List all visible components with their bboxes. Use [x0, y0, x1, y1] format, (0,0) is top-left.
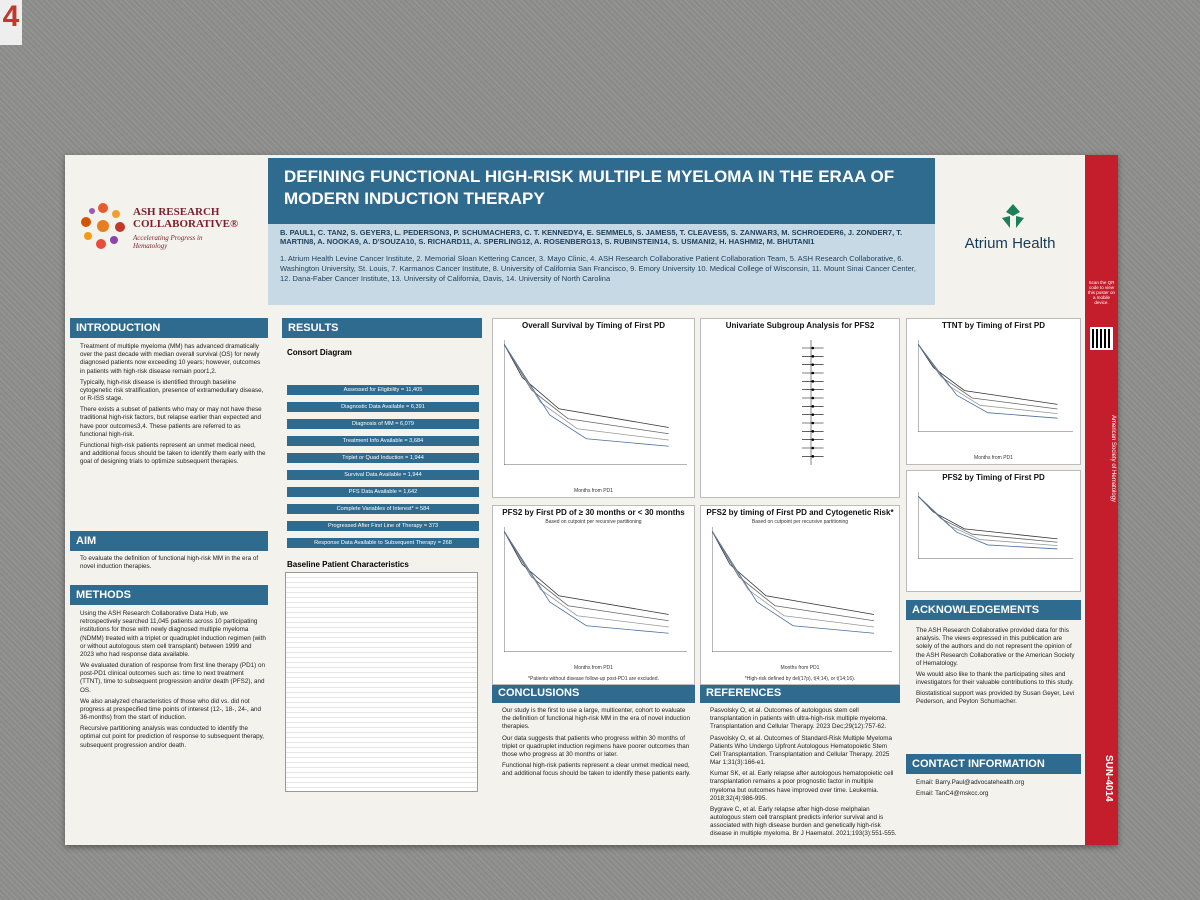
- chart-subtitle: Based on cutpoint per recursive partitio…: [545, 519, 642, 525]
- chart-panel: [492, 318, 695, 498]
- section-heading: AIM: [70, 531, 268, 551]
- bullet: We would also like to thank the particip…: [916, 671, 1079, 687]
- consort-box: Response Data Available to Subsequent Th…: [287, 538, 479, 548]
- chart-note: *High-risk defined by del(17p), t(4;14),…: [744, 676, 856, 682]
- bullet: Bygrave C, et al. Early relapse after hi…: [710, 806, 898, 839]
- chart-title: PFS2 by Timing of First PD: [942, 473, 1045, 482]
- consort-box: Treatment Info Available = 3,684: [287, 436, 479, 446]
- section-text: To evaluate the definition of functional…: [72, 555, 266, 583]
- chart-panel: [492, 505, 695, 685]
- plot-area: [712, 527, 892, 652]
- bullet: Using the ASH Research Collaborative Dat…: [80, 610, 266, 659]
- bullet: The ASH Research Collaborative provided …: [916, 627, 1079, 668]
- section-heading: REFERENCES: [700, 683, 900, 703]
- section-heading: CONCLUSIONS: [492, 683, 695, 703]
- bullet: Functional high-risk patients represent …: [502, 762, 693, 778]
- chart-title: TTNT by Timing of First PD: [942, 321, 1045, 330]
- baseline-table: [285, 572, 478, 792]
- section-heading: CONTACT INFORMATION: [906, 754, 1081, 774]
- x-axis-label: Months from PD1: [780, 665, 820, 671]
- plot-area: [918, 492, 1073, 559]
- partner-name: Atrium Health: [964, 235, 1056, 252]
- consort-box: Progressed After First Line of Therapy =…: [287, 521, 479, 531]
- qr-code: [1090, 327, 1113, 350]
- corner-tag: 4: [0, 0, 22, 45]
- chart-panel: [700, 505, 900, 685]
- consort-box: Triplet or Quad Induction = 1,944: [287, 453, 479, 463]
- chart-panel: [906, 318, 1081, 465]
- qr-note: Scan the QR code to view this poster on …: [1087, 280, 1115, 305]
- section-text: Treatment of multiple myeloma (MM) has a…: [72, 343, 266, 528]
- bullet: Our data suggests that patients who prog…: [502, 735, 693, 760]
- section-text: Using the ASH Research Collaborative Dat…: [72, 610, 266, 840]
- plot-area: [802, 340, 824, 465]
- bullet: There exists a subset of patients who ma…: [80, 406, 266, 439]
- side-strip: Scan the QR code to view this poster on …: [1085, 155, 1118, 845]
- chart-title: Overall Survival by Timing of First PD: [521, 321, 665, 330]
- x-axis-label: Months from PD1: [574, 665, 613, 671]
- bullet: Functional high-risk patients represent …: [80, 442, 266, 467]
- logo-tagline: Accelerating Progress in Hematology: [133, 234, 203, 250]
- plot-area: [504, 527, 687, 652]
- consort-box: Diagnostic Data Available = 6,391: [287, 402, 479, 412]
- bullet: Email: Barry.Paul@advocatehealth.org: [916, 779, 1079, 787]
- bullet: Typically, high-risk disease is identifi…: [80, 379, 266, 404]
- section-heading: INTRODUCTION: [70, 318, 268, 338]
- section-text: Our study is the first to use a large, m…: [494, 707, 693, 842]
- header: DEFINING FUNCTIONAL HIGH-RISK MULTIPLE M…: [268, 158, 935, 305]
- title: DEFINING FUNCTIONAL HIGH-RISK MULTIPLE M…: [268, 158, 935, 224]
- x-axis-label: Months from PD1: [574, 488, 613, 494]
- consort-title: Consort Diagram: [287, 348, 352, 357]
- chart-note: *Patients without disease follow-up post…: [528, 676, 659, 682]
- bullet: Recursive partitioning analysis was cond…: [80, 725, 266, 750]
- logo-mark: [81, 203, 125, 249]
- consort-box: Survival Data Available = 1,944: [287, 470, 479, 480]
- bullet: Biostatistical support was provided by S…: [916, 690, 1079, 706]
- bullet: We also analyzed characteristics of thos…: [80, 698, 266, 723]
- bullet: To evaluate the definition of functional…: [80, 555, 266, 571]
- bullet: Pasvolsky O, et al. Outcomes of autologo…: [710, 707, 898, 732]
- section-heading: ACKNOWLEDGEMENTS: [906, 600, 1081, 620]
- logo-name: ASH RESEARCH COLLABORATIVE®: [133, 206, 239, 230]
- section-text: Pasvolsky O, et al. Outcomes of autologo…: [702, 707, 898, 842]
- bullet: Email: TanC4@mskcc.org: [916, 790, 1079, 798]
- baseline-title: Baseline Patient Characteristics: [287, 560, 409, 569]
- consort-box: PFS Data Available = 1,642: [287, 487, 479, 497]
- section-heading: RESULTS: [282, 318, 482, 338]
- consort-box: Complete Variables of Interest* = 584: [287, 504, 479, 514]
- partner-mark: [1002, 204, 1024, 228]
- x-axis-label: Months from PD1: [974, 455, 1013, 461]
- bullet: Kumar SK, et al. Early relapse after aut…: [710, 770, 898, 803]
- society: American Society of Hematology: [1110, 415, 1116, 503]
- chart-title: Univariate Subgroup Analysis for PFS2: [725, 321, 875, 330]
- poster-code: SUN-4014: [1103, 755, 1114, 802]
- chart-panel: [700, 318, 900, 498]
- section-text: Email: Barry.Paul@advocatehealth.org Emai…: [908, 779, 1079, 809]
- chart-subtitle: Based on cutpoint per recursive partitio…: [751, 519, 849, 525]
- consort-box: Diagnosis of MM = 6,079: [287, 419, 479, 429]
- chart-title: PFS2 by timing of First PD and Cytogenet…: [706, 508, 894, 517]
- bullet: Treatment of multiple myeloma (MM) has a…: [80, 343, 266, 376]
- plot-area: [504, 340, 687, 465]
- bullet: Pasvolsky O, et al. Outcomes of Standard…: [710, 735, 898, 768]
- consort-box: Assessed for Eligibility = 11,405: [287, 385, 479, 395]
- chart-panel: [906, 470, 1081, 592]
- bullet: Our study is the first to use a large, m…: [502, 707, 693, 732]
- plot-area: [918, 340, 1073, 432]
- chart-title: PFS2 by First PD of ≥ 30 months or < 30 …: [502, 508, 685, 517]
- section-text: The ASH Research Collaborative provided …: [908, 627, 1079, 747]
- bullet: We evaluated duration of response from f…: [80, 662, 266, 695]
- authors: B. PAUL1, C. TAN2, S. GEYER3, L. PEDERSO…: [280, 228, 903, 246]
- section-heading: METHODS: [70, 585, 268, 605]
- logo: ASH RESEARCH COLLABORATIVE® Accelerating…: [78, 198, 263, 258]
- affiliations: 1. Atrium Health Levine Cancer Institute…: [280, 254, 916, 283]
